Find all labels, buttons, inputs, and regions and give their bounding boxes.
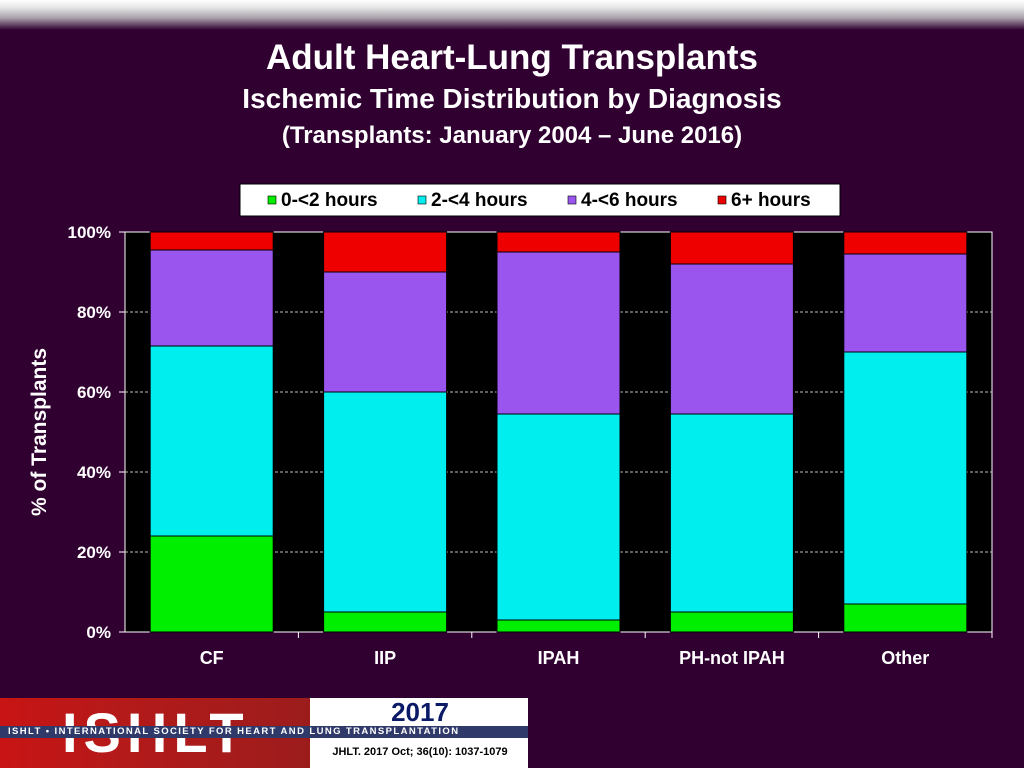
legend-swatch [417, 195, 427, 205]
ishlt-logo: ISHLT ISHLT • INTERNATIONAL SOCIETY FOR … [0, 698, 528, 768]
chart-title: Adult Heart-Lung Transplants [266, 38, 758, 77]
y-tick-label: 60% [77, 383, 111, 402]
bar-segment [496, 413, 621, 621]
bar-segment [669, 231, 794, 265]
bar-segment [323, 391, 448, 613]
y-tick-label: 100% [68, 223, 111, 242]
chart-period: (Transplants: January 2004 – June 2016) [281, 122, 743, 149]
y-tick-label: 0% [86, 623, 111, 642]
bar-segment [149, 231, 274, 251]
legend-label: 0-<2 hours [281, 190, 378, 211]
x-tick-label: Other [881, 648, 929, 668]
legend-swatch [567, 195, 577, 205]
x-tick-label: CF [200, 648, 224, 668]
x-tick-label: IPAH [538, 648, 580, 668]
bar-segment [843, 351, 968, 605]
bar-segment [149, 249, 274, 347]
legend-label: 6+ hours [731, 190, 811, 211]
legend-swatch [717, 195, 727, 205]
bar-segment [149, 345, 274, 537]
y-tick-label: 40% [77, 463, 111, 482]
y-tick-label: 20% [77, 543, 111, 562]
x-tick-label: PH-not IPAH [679, 648, 785, 668]
top-gradient-band [0, 0, 1024, 30]
legend-label: 2-<4 hours [431, 190, 528, 211]
bar-segment [149, 535, 274, 633]
bar-segment [496, 251, 621, 415]
bar-segment [496, 619, 621, 633]
bar-segment [496, 231, 621, 253]
bar-segment [323, 231, 448, 273]
bar-segment [843, 253, 968, 353]
stacked-bar-chart: 0% 20% 40% 60% 80% 100% % of Transplants CF IIP I… [28, 183, 993, 668]
chart-subtitle: Ischemic Time Distribution by Diagnosis [242, 83, 782, 114]
bar-segment [323, 271, 448, 393]
legend-swatch [267, 195, 277, 205]
x-tick-label: IIP [374, 648, 396, 668]
journal-citation: JHLT. 2017 Oct; 36(10): 1037-1079 [332, 746, 508, 758]
title-block: Adult Heart-Lung Transplants Ischemic Ti… [0, 36, 1024, 154]
y-tick-label: 80% [77, 303, 111, 322]
bar-segment [843, 231, 968, 255]
bar-segment [843, 603, 968, 633]
legend-label: 4-<6 hours [581, 190, 678, 211]
bar-segment [669, 611, 794, 633]
bar-segment [669, 413, 794, 613]
organization-name: ISHLT • INTERNATIONAL SOCIETY FOR HEART … [0, 726, 528, 738]
bar-segment [323, 611, 448, 633]
bar-segment [669, 263, 794, 415]
legend [239, 183, 841, 217]
report-year: 2017 [391, 697, 449, 727]
y-axis-title: % of Transplants [28, 348, 51, 516]
